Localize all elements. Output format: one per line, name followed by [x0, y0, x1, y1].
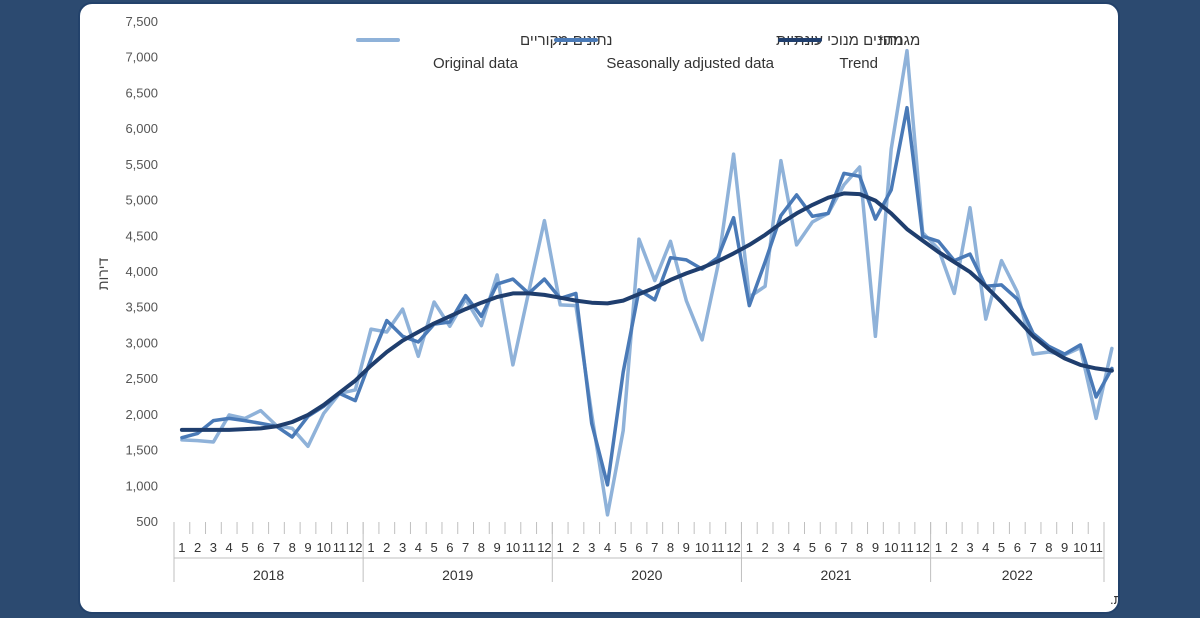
- series-line-3: [179, 191, 1114, 432]
- y-axis: 500 1,000 1,500 2,000 2,500 3,000 3,500 4,000 4,…: [125, 14, 158, 529]
- x-tick-label: 4: [415, 540, 422, 555]
- legend-label: מגמה*: [878, 32, 920, 49]
- legend-label: נתונים מנוכי עונתיות: [776, 32, 903, 49]
- x-tick-label: 4: [982, 540, 989, 555]
- x-tick-label: 7: [840, 540, 847, 555]
- x-tick-label: 8: [478, 540, 485, 555]
- x-tick-label: 11: [333, 540, 347, 555]
- y-tick-label: 2,000: [125, 407, 158, 422]
- y-tick-label: 5,000: [125, 193, 158, 208]
- x-tick-label: 2: [194, 540, 201, 555]
- x-tick-label: 6: [446, 540, 453, 555]
- x-tick-label: 10: [1073, 540, 1087, 555]
- x-tick-label: 1: [746, 540, 753, 555]
- year-label: 2020: [631, 567, 662, 583]
- x-tick-label: 4: [604, 540, 611, 555]
- series-line-1: [180, 48, 1114, 517]
- x-tick-label: 7: [273, 540, 280, 555]
- y-tick-label: 7,500: [125, 14, 158, 29]
- legend-label-en: Seasonally adjusted data: [606, 55, 774, 72]
- y-tick-label: 4,500: [125, 228, 158, 243]
- legend-label-en: Trend: [839, 55, 878, 72]
- year-label: 2018: [253, 567, 284, 583]
- x-tick-label: 1: [178, 540, 185, 555]
- x-tick-label: 1: [367, 540, 374, 555]
- year-label: 2022: [1002, 567, 1033, 583]
- x-tick-label: 3: [777, 540, 784, 555]
- x-tick-label: 11: [1089, 540, 1103, 555]
- x-tick-label: 9: [494, 540, 501, 555]
- x-tick-label: 6: [1014, 540, 1021, 555]
- x-tick-label: 12: [915, 540, 929, 555]
- x-tick-label: 5: [620, 540, 627, 555]
- series-line-2: [180, 105, 1114, 487]
- y-tick-label: 1,500: [125, 443, 158, 458]
- y-tick-label: 6,000: [125, 121, 158, 136]
- x-tick-label: 3: [966, 540, 973, 555]
- x-tick-label: 12: [726, 540, 740, 555]
- x-tick-label: 10: [884, 540, 898, 555]
- x-tick-label: 6: [257, 540, 264, 555]
- x-tick-label: 11: [900, 540, 914, 555]
- x-tick-label: 4: [226, 540, 233, 555]
- y-tick-label: 2,500: [125, 371, 158, 386]
- x-tick-label: 5: [241, 540, 248, 555]
- x-tick-label: 2: [761, 540, 768, 555]
- y-tick-label: 500: [136, 514, 158, 529]
- legend-item-3: מגמה*Trend: [778, 32, 920, 72]
- y-axis-label: דירות: [95, 258, 111, 290]
- x-tick-label: 9: [683, 540, 690, 555]
- y-tick-label: 5,500: [125, 157, 158, 172]
- x-tick-label: 11: [711, 540, 725, 555]
- x-tick-label: 12: [537, 540, 551, 555]
- year-label: 2019: [442, 567, 473, 583]
- x-tick-label: 2: [383, 540, 390, 555]
- year-label: 2021: [820, 567, 851, 583]
- x-tick-label: 10: [695, 540, 709, 555]
- x-tick-label: 5: [430, 540, 437, 555]
- y-tick-label: 3,000: [125, 335, 158, 350]
- x-tick-label: 6: [825, 540, 832, 555]
- x-tick-label: 3: [399, 540, 406, 555]
- x-tick-label: 8: [856, 540, 863, 555]
- x-tick-label: 4: [793, 540, 800, 555]
- x-tick-label: 6: [635, 540, 642, 555]
- x-tick-label: 8: [667, 540, 674, 555]
- x-tick-label: 9: [872, 540, 879, 555]
- x-tick-label: 10: [317, 540, 331, 555]
- x-tick-label: 8: [1045, 540, 1052, 555]
- x-tick-label: 3: [210, 540, 217, 555]
- x-tick-label: 8: [289, 540, 296, 555]
- x-tick-label: 3: [588, 540, 595, 555]
- x-tick-label: 2: [572, 540, 579, 555]
- x-tick-label: 1: [557, 540, 564, 555]
- y-tick-label: 7,000: [125, 50, 158, 65]
- x-tick-label: 7: [462, 540, 469, 555]
- x-tick-label: 11: [522, 540, 536, 555]
- legend-label-en: Original data: [433, 55, 519, 72]
- y-tick-label: 3,500: [125, 300, 158, 315]
- footnote: * שלושת האומדנים האחרונים של המגמה עשויי…: [1110, 592, 1120, 607]
- x-tick-label: 2: [951, 540, 958, 555]
- y-tick-label: 6,500: [125, 85, 158, 100]
- x-tick-label: 7: [1029, 540, 1036, 555]
- x-tick-label: 9: [1061, 540, 1068, 555]
- y-tick-label: 1,000: [125, 478, 158, 493]
- x-tick-label: 1: [935, 540, 942, 555]
- y-tick-label: 4,000: [125, 264, 158, 279]
- x-tick-label: 10: [506, 540, 520, 555]
- x-tick-label: 9: [304, 540, 311, 555]
- x-tick-label: 5: [998, 540, 1005, 555]
- x-tick-label: 5: [809, 540, 816, 555]
- x-tick-label: 7: [651, 540, 658, 555]
- plot-area: [179, 48, 1114, 517]
- x-tick-label: 12: [348, 540, 362, 555]
